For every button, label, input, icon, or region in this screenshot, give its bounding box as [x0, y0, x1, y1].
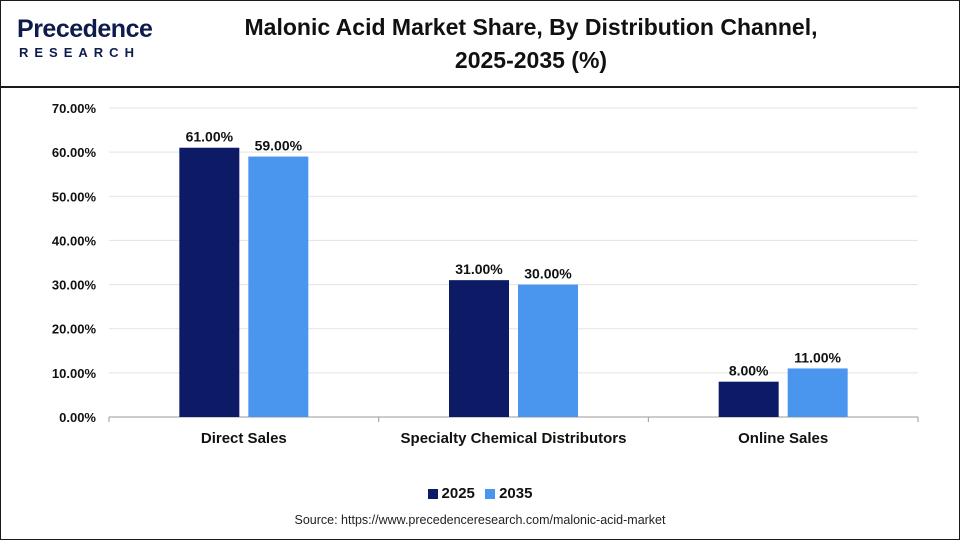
data-label: 31.00% — [455, 261, 503, 277]
bar — [518, 284, 578, 417]
brand-logo: Precedence RESEARCH — [17, 15, 167, 71]
y-tick-label: 50.00% — [52, 189, 97, 204]
legend-item-2025: 2025 — [427, 485, 475, 502]
y-tick-label: 10.00% — [52, 366, 97, 381]
y-tick-label: 30.00% — [52, 278, 97, 293]
bar — [449, 280, 509, 417]
bar — [718, 381, 779, 417]
data-label: 8.00% — [729, 363, 769, 379]
logo-wordmark: Precedence — [17, 15, 153, 44]
x-tick-label: Online Sales — [738, 430, 828, 447]
bar-chart: 0.00% 10.00% 20.00% 30.00% 40.00% 50.00% 60.00… — [52, 101, 919, 447]
source-note: Source: https://www.precedenceresearch.c… — [294, 513, 666, 527]
logo-letter: P — [17, 15, 34, 43]
legend-label-2025: 2025 — [441, 485, 475, 502]
y-tick-label: 0.00% — [59, 410, 96, 425]
y-tick-label: 70.00% — [52, 101, 97, 116]
bar — [248, 156, 309, 418]
chart-title: Malonic Acid Market Share, By Distributi… — [191, 11, 871, 77]
x-tick-label: Direct Sales — [201, 430, 287, 447]
y-tick-label: 40.00% — [52, 233, 97, 248]
x-tick-label: Specialty Chemical Distributors — [401, 430, 627, 447]
legend: 2025 2035 — [1, 485, 959, 503]
y-tick-label: 20.00% — [52, 322, 97, 337]
legend-swatch-2025 — [427, 488, 438, 499]
title-line-1: Malonic Acid Market Share, By Distributi… — [244, 14, 818, 40]
header: Precedence RESEARCH Malonic Acid Market … — [1, 1, 959, 88]
legend-swatch-2035 — [485, 488, 496, 499]
bar — [179, 147, 240, 417]
data-label: 61.00% — [186, 129, 234, 145]
logo-subtext: RESEARCH — [19, 45, 140, 60]
legend-label-2035: 2035 — [499, 485, 533, 502]
logo-text: recedence — [33, 15, 153, 43]
bar — [787, 368, 848, 417]
legend-item-2035: 2035 — [485, 485, 532, 502]
title-line-2: 2025-2035 (%) — [454, 47, 608, 73]
data-label: 11.00% — [794, 349, 841, 365]
y-tick-label: 60.00% — [52, 145, 97, 160]
data-label: 30.00% — [524, 266, 572, 282]
data-label: 59.00% — [255, 138, 303, 154]
